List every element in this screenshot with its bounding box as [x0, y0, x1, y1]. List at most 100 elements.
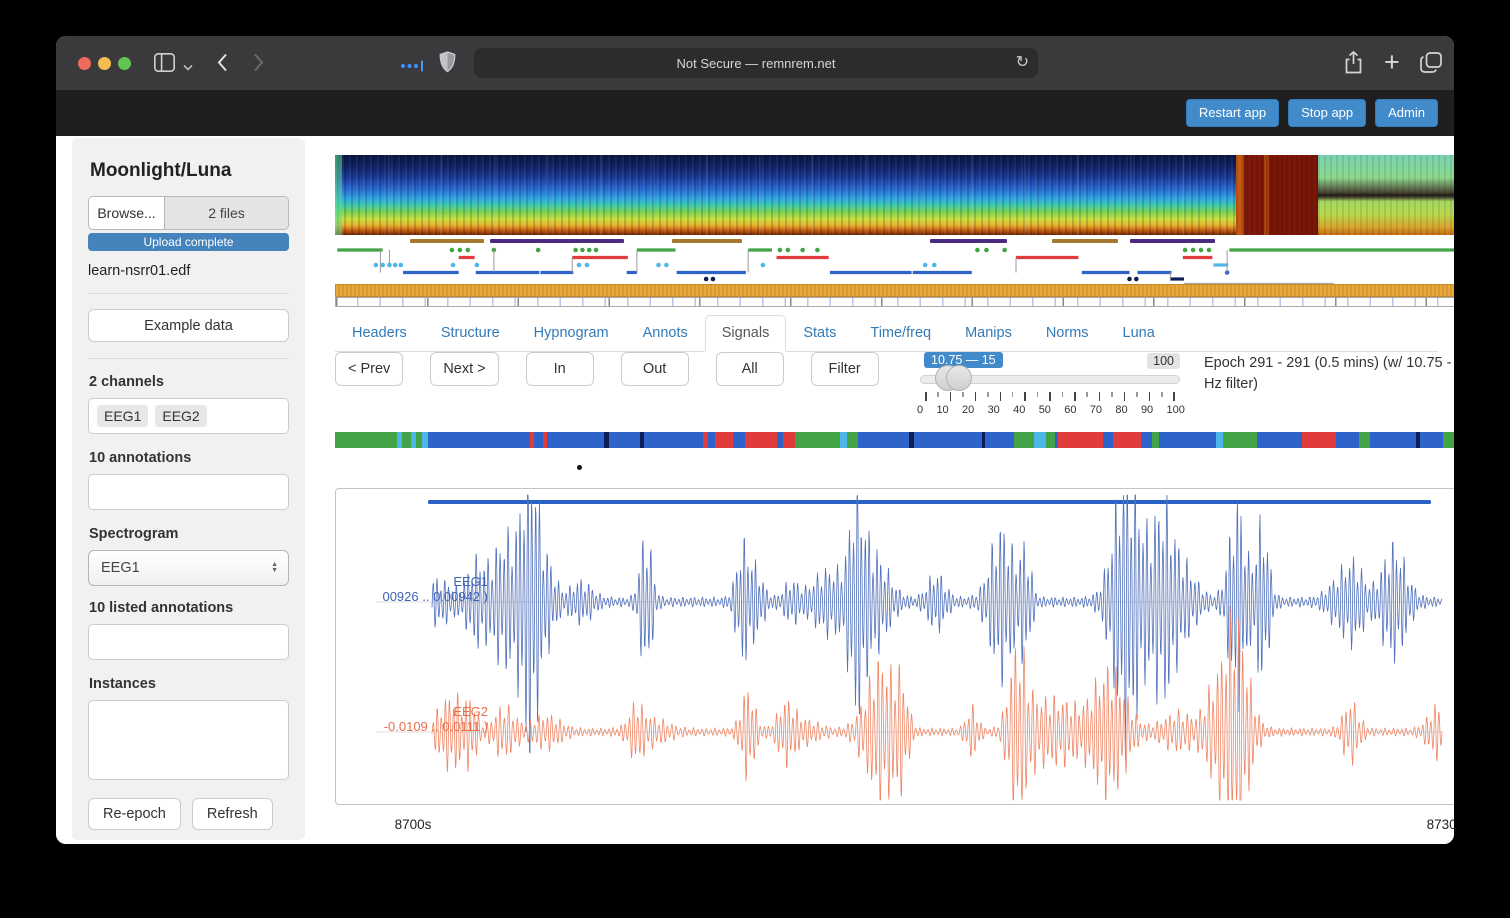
stage-segment	[644, 432, 703, 448]
tab-headers[interactable]: Headers	[335, 315, 424, 352]
back-button[interactable]	[217, 53, 228, 77]
file-upload-control[interactable]: Browse... 2 files	[88, 196, 289, 230]
listed-annotations-label: 10 listed annotations	[89, 600, 289, 616]
hypnogram-track-svg	[335, 245, 1454, 285]
stage-segment	[783, 432, 794, 448]
eeg1-trace	[432, 495, 1442, 760]
annotation-segment	[490, 239, 624, 243]
zoom-window-button[interactable]	[118, 57, 131, 70]
eeg2-label: EEG2	[336, 704, 488, 719]
annotation-segment	[1052, 239, 1118, 243]
sidebar: Moonlight/Luna Browse... 2 files Upload …	[72, 138, 305, 840]
prev-epoch-button[interactable]: < Prev	[335, 352, 403, 386]
frequency-filter-slider: 10.75 — 15 100 010 2030 4050 6070 8090 1…	[920, 352, 1180, 412]
eeg1-range: 00926 .. 0.00942 )	[336, 589, 488, 604]
signal-plot	[336, 489, 1454, 804]
spectrogram-label: Spectrogram	[89, 526, 289, 542]
refresh-button[interactable]: Refresh	[192, 798, 273, 830]
instances-select[interactable]	[88, 700, 289, 780]
close-window-button[interactable]	[78, 57, 91, 70]
zoom-in-button[interactable]: In	[526, 352, 594, 386]
stage-segment	[795, 432, 840, 448]
example-data-button[interactable]: Example data	[88, 309, 289, 342]
stage-segment	[1420, 432, 1443, 448]
minimize-window-button[interactable]	[98, 57, 111, 70]
slider-tick-marks	[925, 392, 1175, 401]
channels-label: 2 channels	[89, 374, 289, 390]
stage-segment	[1014, 432, 1034, 448]
tab-manips[interactable]: Manips	[948, 315, 1029, 352]
tab-overview-icon[interactable]	[1420, 52, 1442, 78]
spectrogram-left-column	[335, 155, 342, 235]
spectrogram-channel-select[interactable]: EEG1 ▲▼	[88, 550, 289, 586]
epoch-mask-band[interactable]	[335, 284, 1454, 297]
tab-timefreq[interactable]: Time/freq	[853, 315, 948, 352]
slider-max-badge: 100	[1147, 353, 1180, 369]
annotations-select[interactable]	[88, 474, 289, 510]
annotation-segment	[672, 239, 742, 243]
tab-stats[interactable]: Stats	[786, 315, 853, 352]
annotations-label: 10 annotations	[89, 450, 289, 466]
stage-segment	[1443, 432, 1454, 448]
address-bar[interactable]: Not Secure — remnrem.net ↻	[474, 48, 1038, 78]
select-stepper-icon: ▲▼	[271, 562, 278, 574]
tab-luna[interactable]: Luna	[1106, 315, 1172, 352]
hypnogram-overview[interactable]	[335, 245, 1454, 285]
tab-group-dots-icon[interactable]	[400, 59, 424, 77]
stage-segment	[858, 432, 909, 448]
browse-button[interactable]: Browse...	[89, 197, 165, 229]
forward-button[interactable]	[253, 53, 264, 77]
privacy-shield-icon[interactable]	[439, 51, 456, 78]
sidebar-toggle-icon[interactable]	[154, 53, 175, 77]
spectrogram-heatmap	[335, 155, 1236, 235]
listed-annotations-select[interactable]	[88, 624, 289, 660]
reload-icon[interactable]: ↻	[1016, 52, 1029, 72]
spectrogram-overview[interactable]	[335, 155, 1454, 235]
zoom-out-button[interactable]: Out	[621, 352, 689, 386]
stage-segment	[1223, 432, 1257, 448]
stage-segment	[335, 432, 397, 448]
stage-segment	[985, 432, 1013, 448]
uploaded-file-name: learn-nsrr01.edf	[88, 263, 289, 279]
stage-segment	[402, 432, 411, 448]
screen: Not Secure — remnrem.net ↻ + Restart app…	[0, 0, 1510, 918]
annotation-track	[335, 238, 1454, 244]
signal-panel[interactable]: EEG1 00926 .. 0.00942 ) EEG2 -0.0109 .. …	[335, 488, 1454, 805]
stage-segment	[1336, 432, 1359, 448]
filter-button[interactable]: Filter	[811, 352, 879, 386]
channel-chip-eeg2[interactable]: EEG2	[155, 405, 206, 427]
admin-button[interactable]: Admin	[1375, 99, 1438, 127]
stage-segment	[914, 432, 982, 448]
stage-segment	[1359, 432, 1370, 448]
divider	[88, 293, 289, 294]
tab-bar: Headers Structure Hypnogram Annots Signa…	[335, 314, 1438, 352]
channel-chip-eeg1[interactable]: EEG1	[97, 405, 148, 427]
app-body: Moonlight/Luna Browse... 2 files Upload …	[56, 136, 1454, 844]
x-axis-end-label: 8730s	[1415, 817, 1454, 832]
epoch-tick-strip	[335, 297, 1454, 307]
stage-segment	[733, 432, 744, 448]
stage-segment	[1046, 432, 1055, 448]
tab-signals[interactable]: Signals	[705, 315, 787, 352]
channels-select[interactable]: EEG1 EEG2	[88, 398, 289, 434]
tab-hypnogram[interactable]: Hypnogram	[517, 315, 626, 352]
stage-segment	[1113, 432, 1141, 448]
chevron-down-icon[interactable]	[183, 58, 193, 76]
stage-segment	[609, 432, 641, 448]
share-icon[interactable]	[1344, 51, 1363, 80]
browser-toolbar: Not Secure — remnrem.net ↻ +	[56, 36, 1454, 90]
stop-app-button[interactable]: Stop app	[1288, 99, 1366, 127]
stage-segment	[777, 432, 784, 448]
tab-norms[interactable]: Norms	[1029, 315, 1106, 352]
show-all-button[interactable]: All	[716, 352, 784, 386]
stage-band[interactable]	[335, 432, 1454, 448]
new-tab-icon[interactable]: +	[1384, 52, 1400, 72]
restart-app-button[interactable]: Restart app	[1186, 99, 1279, 127]
reepoch-button[interactable]: Re-epoch	[88, 798, 181, 830]
tab-annots[interactable]: Annots	[626, 315, 705, 352]
tab-structure[interactable]: Structure	[424, 315, 517, 352]
eeg2-range: -0.0109 .. 0.0111 )	[336, 719, 488, 734]
next-epoch-button[interactable]: Next >	[430, 352, 498, 386]
stage-segment	[428, 432, 530, 448]
slider-handle-to[interactable]	[946, 365, 972, 391]
